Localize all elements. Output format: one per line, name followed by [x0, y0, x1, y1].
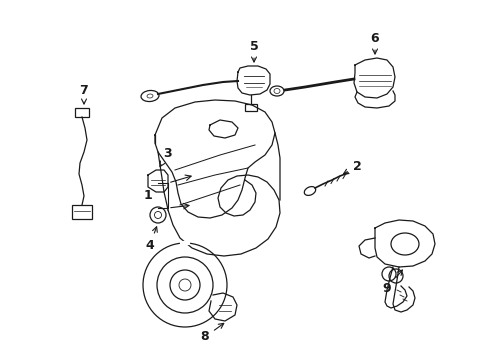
Text: 6: 6	[370, 32, 379, 54]
Text: 8: 8	[200, 323, 224, 343]
Text: 9: 9	[382, 270, 402, 294]
Text: 5: 5	[249, 40, 258, 62]
Bar	[75, 108, 89, 117]
Text: 3: 3	[160, 147, 172, 167]
Text: 2: 2	[343, 159, 361, 174]
Text: 1: 1	[143, 189, 152, 202]
Bar	[244, 104, 257, 111]
Text: 4: 4	[145, 227, 157, 252]
Text: 7: 7	[80, 84, 88, 104]
